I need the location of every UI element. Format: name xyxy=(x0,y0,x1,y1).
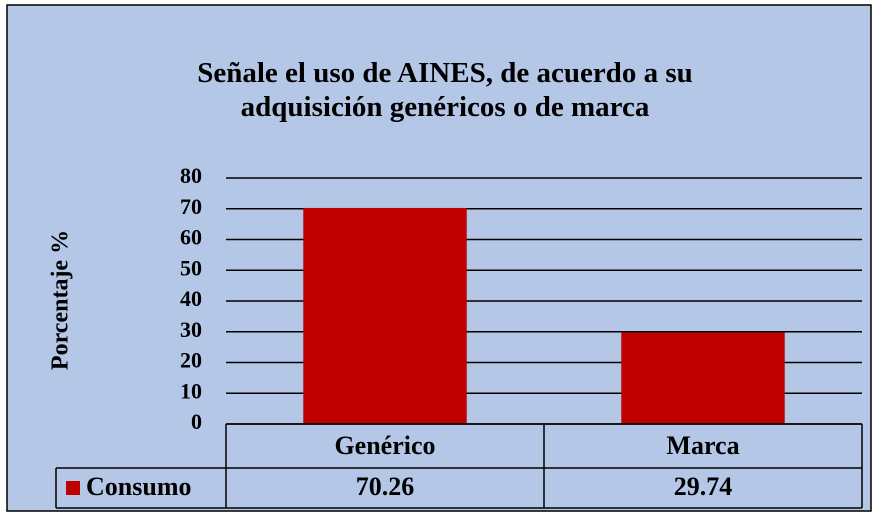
legend-label: Consumo xyxy=(86,472,191,501)
x-tick-label: Genérico xyxy=(334,431,435,460)
x-tick-label: Marca xyxy=(666,431,739,460)
y-tick-label: 50 xyxy=(180,255,202,280)
y-tick-label: 60 xyxy=(180,225,202,250)
y-tick-label: 40 xyxy=(180,286,202,311)
y-tick-label: 20 xyxy=(180,348,202,373)
y-tick-label: 10 xyxy=(180,378,202,403)
y-tick-label: 80 xyxy=(180,163,202,188)
y-axis-label: Porcentaje % xyxy=(48,230,74,370)
y-tick-label: 70 xyxy=(180,194,202,219)
bar xyxy=(303,207,467,424)
legend-swatch xyxy=(66,481,80,495)
y-tick-label: 30 xyxy=(180,317,202,342)
y-tick-label: 0 xyxy=(191,409,202,434)
chart-title: Señale el uso de AINES, de acuerdo a su … xyxy=(197,57,693,123)
data-table-value: 70.26 xyxy=(356,472,415,501)
bar xyxy=(621,332,785,424)
data-table-value: 29.74 xyxy=(674,472,733,501)
